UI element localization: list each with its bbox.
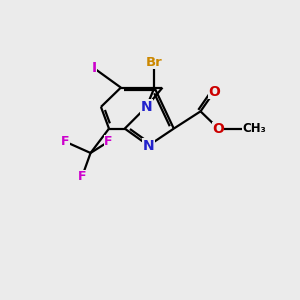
Text: F: F	[78, 170, 86, 183]
Text: N: N	[143, 139, 154, 152]
Text: N: N	[141, 100, 152, 114]
Text: O: O	[212, 122, 224, 136]
Text: CH₃: CH₃	[242, 122, 266, 135]
Text: O: O	[208, 85, 220, 99]
Text: Br: Br	[146, 56, 163, 69]
Text: F: F	[104, 135, 112, 148]
Text: I: I	[92, 61, 97, 75]
Text: F: F	[61, 135, 70, 148]
